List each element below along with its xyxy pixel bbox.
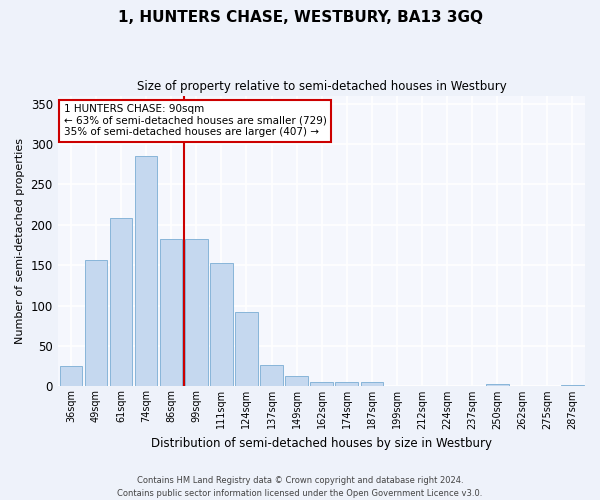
Bar — [110, 218, 133, 386]
Bar — [361, 382, 383, 386]
Text: 1, HUNTERS CHASE, WESTBURY, BA13 3GQ: 1, HUNTERS CHASE, WESTBURY, BA13 3GQ — [118, 10, 482, 25]
Bar — [185, 238, 208, 386]
Bar — [561, 385, 584, 386]
Bar — [260, 364, 283, 386]
X-axis label: Distribution of semi-detached houses by size in Westbury: Distribution of semi-detached houses by … — [151, 437, 492, 450]
Bar — [486, 384, 509, 386]
Text: Contains HM Land Registry data © Crown copyright and database right 2024.
Contai: Contains HM Land Registry data © Crown c… — [118, 476, 482, 498]
Text: 1 HUNTERS CHASE: 90sqm
← 63% of semi-detached houses are smaller (729)
35% of se: 1 HUNTERS CHASE: 90sqm ← 63% of semi-det… — [64, 104, 326, 138]
Y-axis label: Number of semi-detached properties: Number of semi-detached properties — [15, 138, 25, 344]
Bar — [135, 156, 157, 386]
Bar — [286, 376, 308, 386]
Bar — [85, 260, 107, 386]
Title: Size of property relative to semi-detached houses in Westbury: Size of property relative to semi-detach… — [137, 80, 506, 93]
Bar — [235, 312, 258, 386]
Bar — [160, 238, 182, 386]
Bar — [310, 382, 333, 386]
Bar — [59, 366, 82, 386]
Bar — [335, 382, 358, 386]
Bar — [210, 263, 233, 386]
